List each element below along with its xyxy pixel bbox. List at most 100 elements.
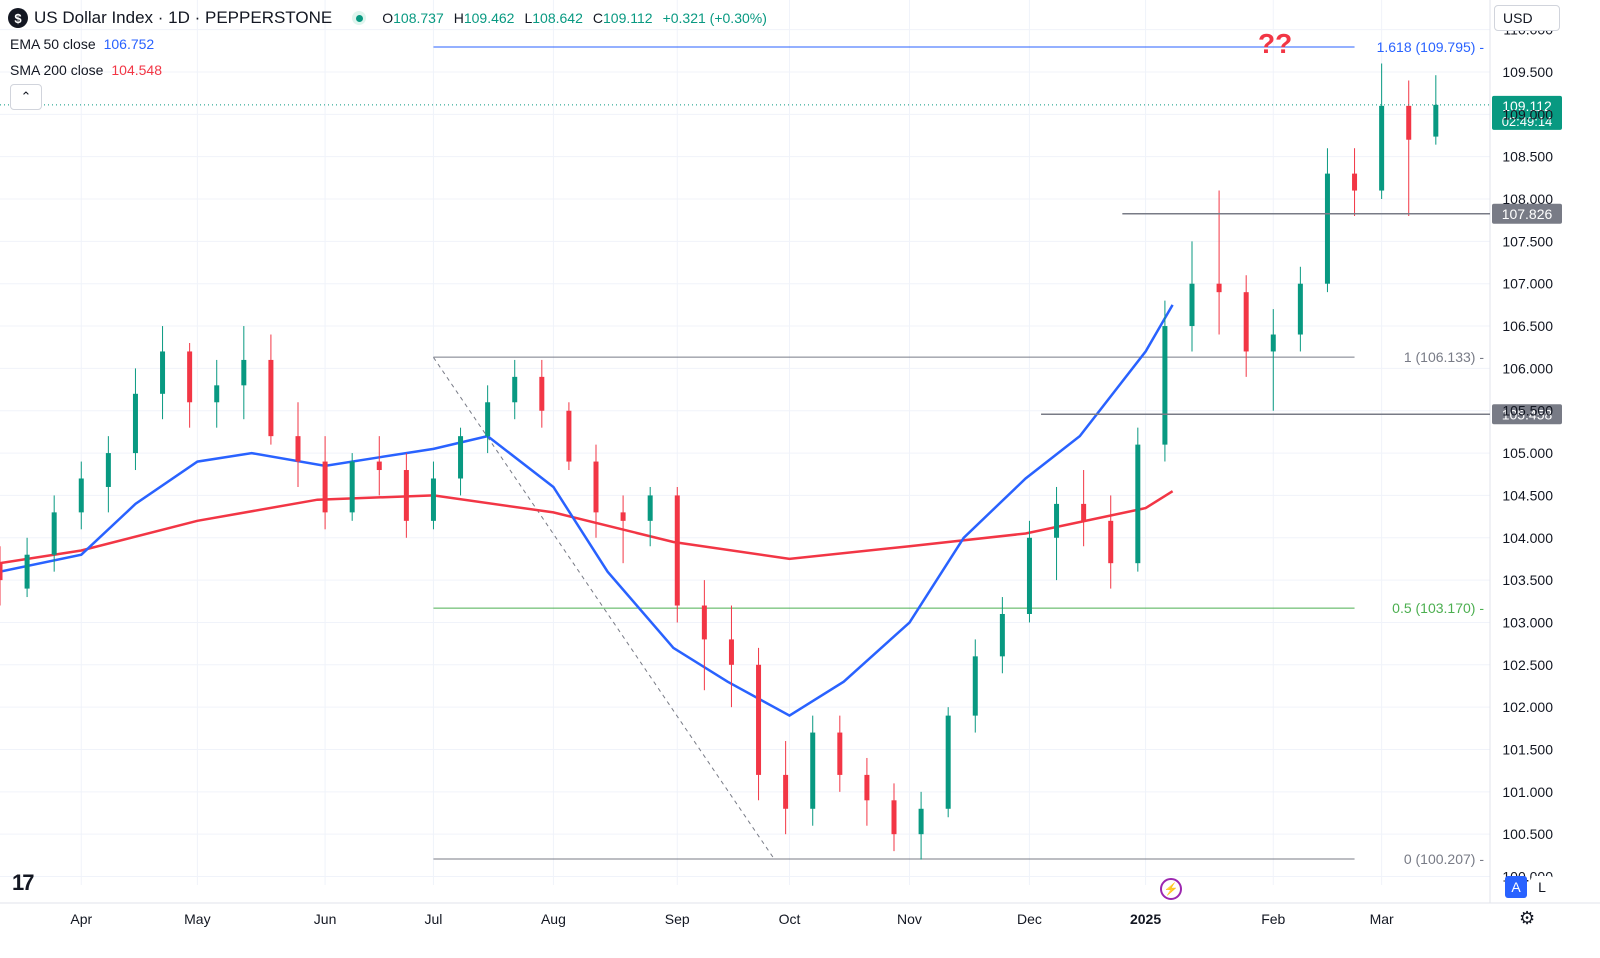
candle	[1108, 495, 1114, 589]
candle	[1297, 266, 1303, 352]
y-tick-label: 107.500	[1502, 233, 1553, 249]
candle-body	[783, 774, 789, 809]
candle-body	[1108, 520, 1114, 564]
fib-level-label: 0.5 (103.170) -	[1392, 600, 1484, 616]
fib-level-label: 1.618 (109.795) -	[1377, 39, 1485, 55]
candle-body	[376, 461, 382, 471]
x-tick-label: Oct	[779, 911, 801, 927]
candle-body	[864, 774, 870, 801]
indicator-ema-legend[interactable]: EMA 50 close 106.752	[10, 36, 155, 52]
candle	[349, 453, 355, 521]
candle-body	[620, 512, 626, 521]
candle	[783, 741, 789, 835]
sma-value: 104.548	[111, 62, 162, 78]
candle-body	[105, 453, 111, 487]
candle	[268, 334, 274, 445]
y-tick-label: 103.500	[1502, 572, 1553, 588]
price-tag-value: 105.458	[1502, 406, 1553, 422]
candle	[566, 402, 572, 471]
log-scale-button[interactable]: L	[1531, 876, 1553, 898]
candle	[1162, 300, 1168, 462]
candle	[837, 715, 843, 792]
low-value: 108.642	[532, 10, 583, 26]
x-tick-label: Dec	[1017, 911, 1042, 927]
candle	[51, 495, 57, 572]
candle	[1352, 148, 1358, 216]
auto-scale-button[interactable]: A	[1505, 876, 1527, 898]
y-tick-label: 109.500	[1502, 64, 1553, 80]
x-tick-label: Feb	[1261, 911, 1285, 927]
candlesticks	[0, 63, 1439, 860]
collapse-legend-button[interactable]: ⌃	[10, 84, 42, 110]
candle-body	[1162, 326, 1168, 445]
candle	[999, 597, 1005, 674]
y-tick-label: 105.000	[1502, 445, 1553, 461]
candle-body	[810, 732, 816, 809]
candle-body	[1297, 283, 1303, 335]
price-tag	[1492, 95, 1562, 130]
ema-value: 106.752	[103, 36, 155, 52]
x-tick-label: May	[184, 911, 210, 927]
price-tag	[1492, 404, 1562, 425]
candle	[24, 537, 30, 598]
candle	[187, 342, 193, 428]
candle-body	[945, 715, 951, 809]
y-tick-label: 108.000	[1502, 191, 1553, 207]
candle-body	[1433, 104, 1439, 137]
candle	[241, 326, 247, 420]
candle-body	[1026, 537, 1032, 614]
candle-body	[1243, 292, 1249, 352]
candle	[1081, 470, 1087, 547]
price-tag-value: 107.826	[1502, 206, 1553, 222]
candle	[295, 402, 301, 487]
candle	[864, 757, 870, 826]
candle	[132, 368, 138, 471]
price-axis: 100.000100.500101.000101.500102.000102.5…	[1502, 22, 1553, 885]
price-tag-value: 109.112	[1502, 98, 1552, 114]
candle	[160, 326, 166, 420]
candle-body	[756, 664, 762, 775]
candle	[485, 385, 491, 454]
currency-selector[interactable]: USD	[1494, 5, 1560, 31]
tradingview-logo[interactable]: 17	[12, 870, 35, 895]
flash-icon[interactable]: ⚡	[1160, 878, 1182, 900]
x-tick-label: Sep	[665, 911, 690, 927]
candle	[1243, 275, 1249, 377]
candle-body	[728, 639, 734, 665]
candle	[1189, 241, 1195, 352]
high-value: 109.462	[463, 10, 515, 26]
candle-body	[349, 461, 355, 513]
candle	[1433, 75, 1439, 145]
x-tick-label: Aug	[541, 911, 566, 927]
y-tick-label: 104.000	[1502, 530, 1553, 546]
fib-trend-line	[433, 357, 775, 860]
candle-body	[187, 351, 193, 403]
symbol-title[interactable]: US Dollar Index · 1D · PEPPERSTONE	[34, 8, 333, 27]
candle-body	[1189, 283, 1195, 327]
candle-body	[999, 613, 1005, 657]
candle-body	[918, 808, 924, 835]
candle-body	[295, 436, 301, 462]
candle-body	[972, 656, 978, 716]
candle	[891, 783, 897, 852]
change-value: +0.321 (+0.30%)	[662, 10, 767, 26]
indicator-sma-legend[interactable]: SMA 200 close 104.548	[10, 62, 162, 78]
settings-gear-icon[interactable]: ⚙	[1519, 908, 1536, 928]
candle	[1406, 80, 1412, 216]
x-tick-label: Jun	[314, 911, 337, 927]
candle	[593, 444, 599, 538]
candle	[376, 436, 382, 496]
candle	[1270, 309, 1276, 411]
fib-level-label: 0 (100.207) -	[1404, 851, 1484, 867]
x-tick-label: Jul	[425, 911, 443, 927]
candle-body	[1135, 444, 1141, 564]
fib-level-label: 1 (106.133) -	[1404, 349, 1484, 365]
time-axis: Apr May Jun Jul Aug Sep Oct Nov Dec 2025 Feb Mar	[70, 911, 1394, 927]
symbol-header: $ US Dollar Index · 1D · PEPPERSTONE O10…	[8, 6, 767, 30]
candle	[1026, 520, 1032, 623]
y-tick-label: 100.500	[1502, 826, 1553, 842]
candle-body	[241, 359, 247, 386]
open-value: 108.737	[393, 10, 444, 26]
